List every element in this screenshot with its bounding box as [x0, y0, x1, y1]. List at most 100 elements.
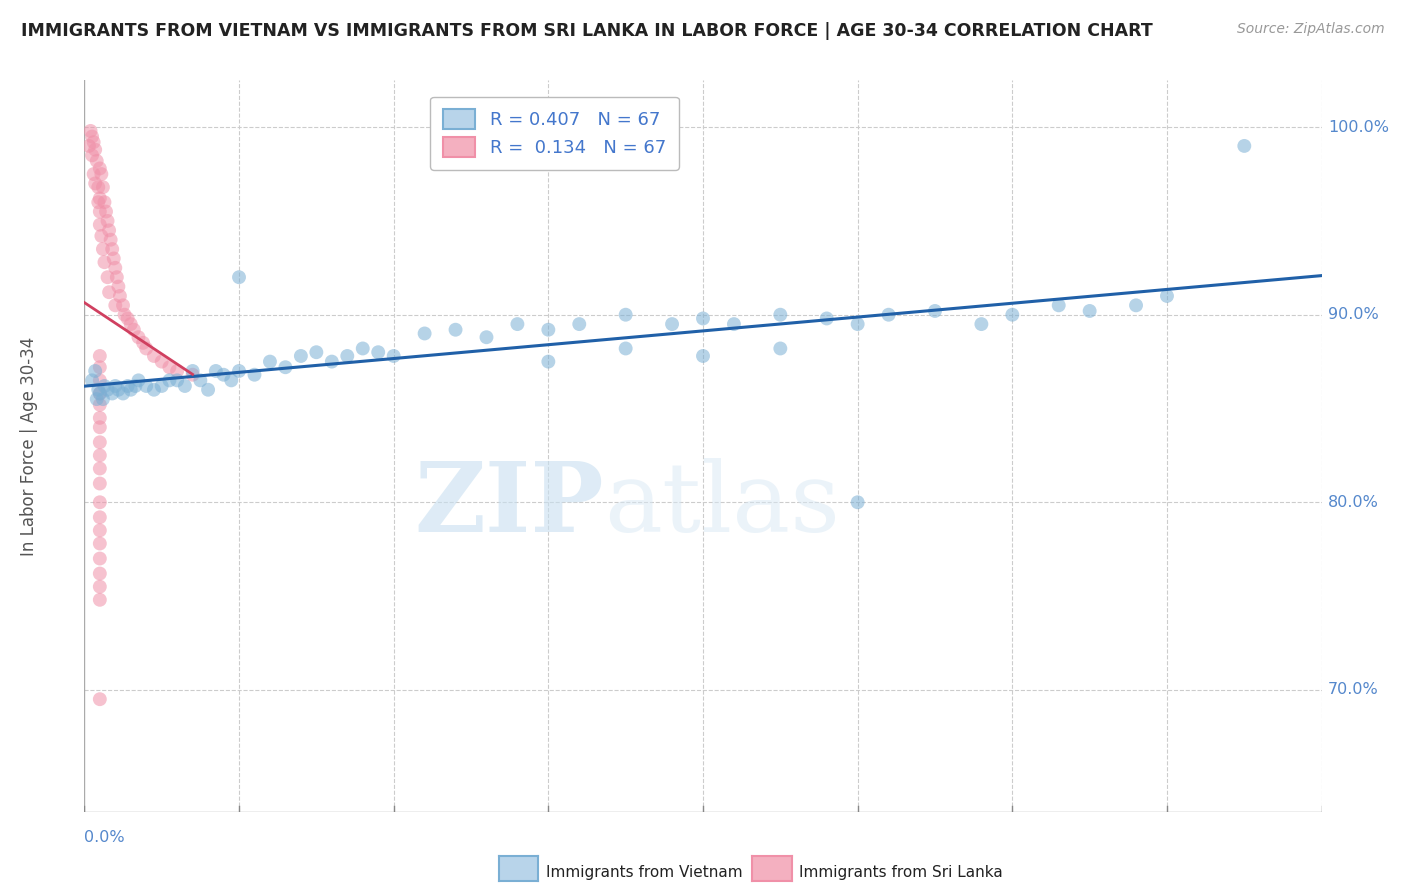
Point [159, 373, 180, 387]
Point [104, 260, 127, 275]
Point [112, 386, 135, 401]
Point [79, 124, 101, 138]
Point [537, 323, 560, 337]
Point [166, 373, 188, 387]
Point [93, 195, 115, 210]
Point [101, 386, 124, 401]
Point [82, 148, 104, 162]
Point [614, 308, 637, 322]
Point [120, 317, 142, 331]
Text: 70.0%: 70.0% [1327, 682, 1378, 698]
Point [83, 167, 105, 181]
Point [91, 180, 114, 194]
Point [104, 379, 127, 393]
Point [188, 373, 211, 387]
Point [112, 298, 135, 312]
Point [846, 317, 869, 331]
Point [336, 349, 359, 363]
Point [96, 270, 118, 285]
Point [1125, 298, 1147, 312]
Point [143, 349, 166, 363]
Point [219, 373, 242, 387]
Point [197, 383, 219, 397]
Point [84, 177, 107, 191]
Point [84, 143, 107, 157]
Point [124, 379, 146, 393]
Point [924, 304, 946, 318]
Point [89, 692, 111, 706]
Point [127, 330, 149, 344]
Point [89, 420, 111, 434]
Point [877, 308, 900, 322]
Point [769, 308, 792, 322]
Point [1233, 139, 1256, 153]
Point [181, 364, 204, 378]
Point [846, 495, 869, 509]
Point [150, 379, 173, 393]
Point [77, 139, 100, 153]
Point [815, 311, 838, 326]
Point [290, 349, 312, 363]
Point [159, 360, 180, 375]
Legend: R = 0.407   N = 67, R =  0.134   N = 67: R = 0.407 N = 67, R = 0.134 N = 67 [430, 96, 679, 169]
Point [89, 349, 111, 363]
Point [89, 386, 111, 401]
Point [143, 383, 166, 397]
Point [274, 360, 297, 375]
Point [367, 345, 389, 359]
Text: Source: ZipAtlas.com: Source: ZipAtlas.com [1237, 22, 1385, 37]
Point [89, 398, 111, 412]
Point [107, 279, 129, 293]
Point [104, 298, 127, 312]
Point [692, 311, 714, 326]
Point [135, 342, 157, 356]
Point [1078, 304, 1101, 318]
Point [174, 379, 197, 393]
Point [970, 317, 993, 331]
Point [321, 354, 343, 368]
Point [89, 495, 111, 509]
Point [93, 379, 115, 393]
Point [132, 335, 155, 350]
Point [475, 330, 498, 344]
Point [83, 135, 105, 149]
Point [94, 204, 117, 219]
Text: 100.0%: 100.0% [1327, 120, 1389, 135]
Point [107, 383, 129, 397]
Point [89, 566, 111, 581]
Point [84, 364, 107, 378]
Point [89, 536, 111, 550]
Point [98, 223, 121, 237]
Point [82, 373, 104, 387]
Point [96, 383, 118, 397]
Point [96, 214, 118, 228]
Point [86, 153, 108, 168]
Point [100, 233, 122, 247]
Point [114, 308, 136, 322]
Point [444, 323, 467, 337]
Point [305, 345, 328, 359]
Point [91, 392, 114, 406]
Point [89, 551, 111, 566]
Point [89, 592, 111, 607]
Point [205, 364, 228, 378]
Text: atlas: atlas [605, 458, 839, 551]
Point [166, 364, 188, 378]
Point [82, 129, 104, 144]
Point [101, 242, 124, 256]
Point [89, 476, 111, 491]
Point [89, 161, 111, 176]
Point [89, 524, 111, 538]
Point [122, 323, 145, 337]
Point [181, 368, 204, 382]
Point [150, 354, 173, 368]
Text: Immigrants from Sri Lanka: Immigrants from Sri Lanka [799, 865, 1002, 880]
Point [506, 317, 529, 331]
Point [89, 449, 111, 463]
Point [89, 218, 111, 232]
Point [413, 326, 436, 341]
Point [89, 435, 111, 450]
Point [661, 317, 683, 331]
Point [1001, 308, 1024, 322]
Point [98, 285, 121, 300]
